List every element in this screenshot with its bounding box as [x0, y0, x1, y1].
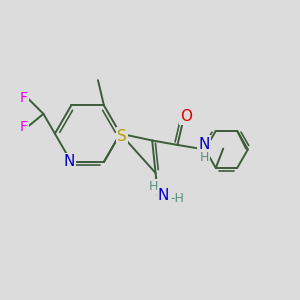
Text: O: O [180, 109, 192, 124]
Text: F: F [20, 91, 28, 104]
Text: H: H [149, 180, 158, 193]
Text: N: N [63, 154, 74, 169]
Text: -H: -H [170, 192, 184, 205]
Text: S: S [117, 128, 127, 143]
Text: F: F [20, 120, 28, 134]
Text: H: H [200, 151, 209, 164]
Text: N: N [199, 136, 210, 152]
Text: N: N [158, 188, 169, 203]
